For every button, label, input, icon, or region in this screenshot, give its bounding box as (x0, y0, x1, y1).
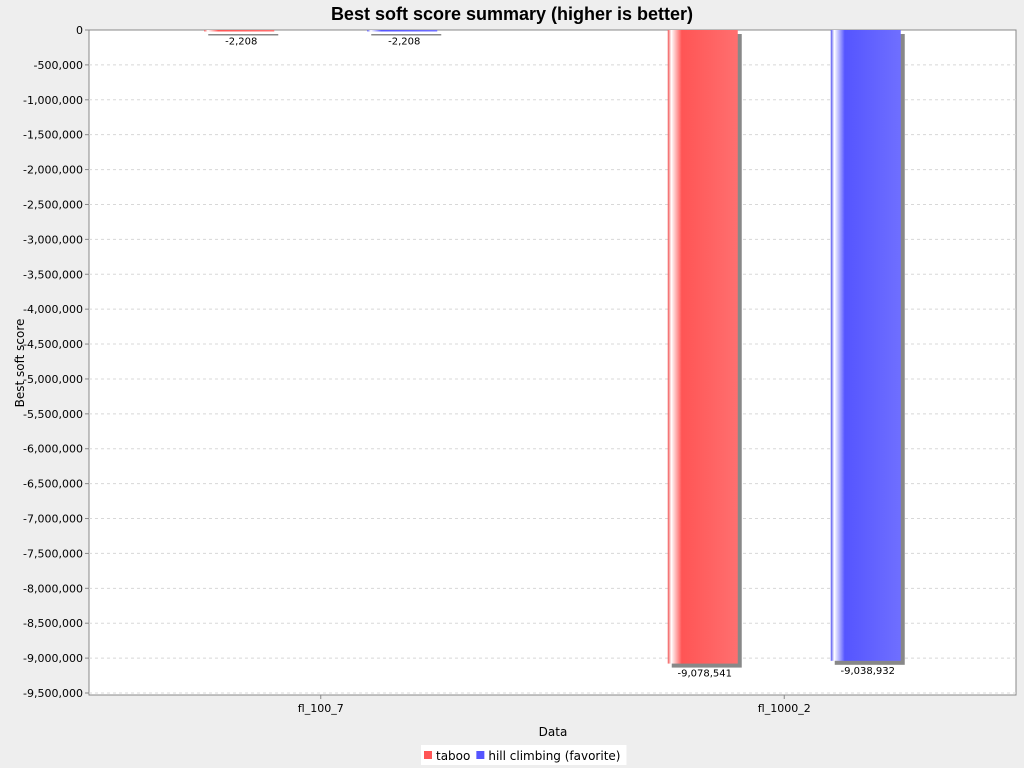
y-tick-label: -6,000,000 (23, 443, 83, 456)
legend-entry: hill climbing (favorite) (488, 749, 620, 763)
x-tick-label: fl_100_7 (298, 702, 344, 715)
y-tick-label: -8,500,000 (23, 617, 83, 630)
legend-entry: taboo (436, 749, 470, 763)
y-tick-label: -5,000,000 (23, 373, 83, 386)
y-tick-label: -2,000,000 (23, 164, 83, 177)
legend: taboo hill climbing (favorite) (421, 745, 627, 765)
bar-shadow (371, 34, 442, 36)
y-tick-label: -2,500,000 (23, 198, 83, 211)
y-tick-label: -500,000 (34, 59, 83, 72)
gridlines (89, 64, 1016, 694)
y-tick-label: -8,000,000 (23, 582, 83, 595)
y-tick-label: -1,500,000 (23, 129, 83, 142)
y-tick-label: -7,000,000 (23, 513, 83, 526)
bar-shadow (208, 34, 279, 36)
data-labels: -2,208 -2,208 -9,078,541 -9,038,932 (225, 37, 895, 680)
y-tick-label: 0 (76, 24, 83, 37)
data-label: -9,038,932 (840, 666, 895, 677)
chart-title: Best soft score summary (higher is bette… (331, 4, 693, 24)
y-axis-label: Best soft score (13, 319, 27, 408)
bar-taboo-fl-100-7 (204, 30, 275, 32)
legend-box (421, 745, 627, 765)
y-tick-label: -3,000,000 (23, 233, 83, 246)
legend-swatch (476, 751, 485, 759)
y-tick-label: -1,000,000 (23, 94, 83, 107)
y-tick-label: -6,500,000 (23, 478, 83, 491)
y-tick-label: -9,000,000 (23, 652, 83, 665)
y-axis-ticks: 0 -500,000 -1,000,000 -1,500,000 -2,000,000 -… (23, 24, 89, 700)
x-tick-label: fl_1000_2 (758, 702, 811, 715)
data-label: -9,078,541 (677, 669, 732, 680)
y-tick-label: -4,500,000 (23, 338, 83, 351)
y-tick-label: -9,500,000 (23, 687, 83, 700)
x-axis-label: Data (539, 725, 568, 739)
bar-taboo-fl-1000-2 (667, 30, 738, 664)
bars (204, 30, 905, 668)
y-tick-label: -7,500,000 (23, 547, 83, 560)
data-label: -2,208 (388, 37, 420, 48)
data-label: -2,208 (225, 37, 257, 48)
legend-swatch (424, 751, 432, 759)
bar-hill-climbing-favorite--fl-100-7 (367, 30, 438, 32)
y-tick-label: -4,000,000 (23, 303, 83, 316)
y-tick-label: -3,500,000 (23, 268, 83, 281)
x-axis-ticks: fl_100_7 fl_1000_2 (298, 695, 811, 715)
y-tick-label: -5,500,000 (23, 408, 83, 421)
bar-hill-climbing-favorite--fl-1000-2 (830, 30, 901, 661)
